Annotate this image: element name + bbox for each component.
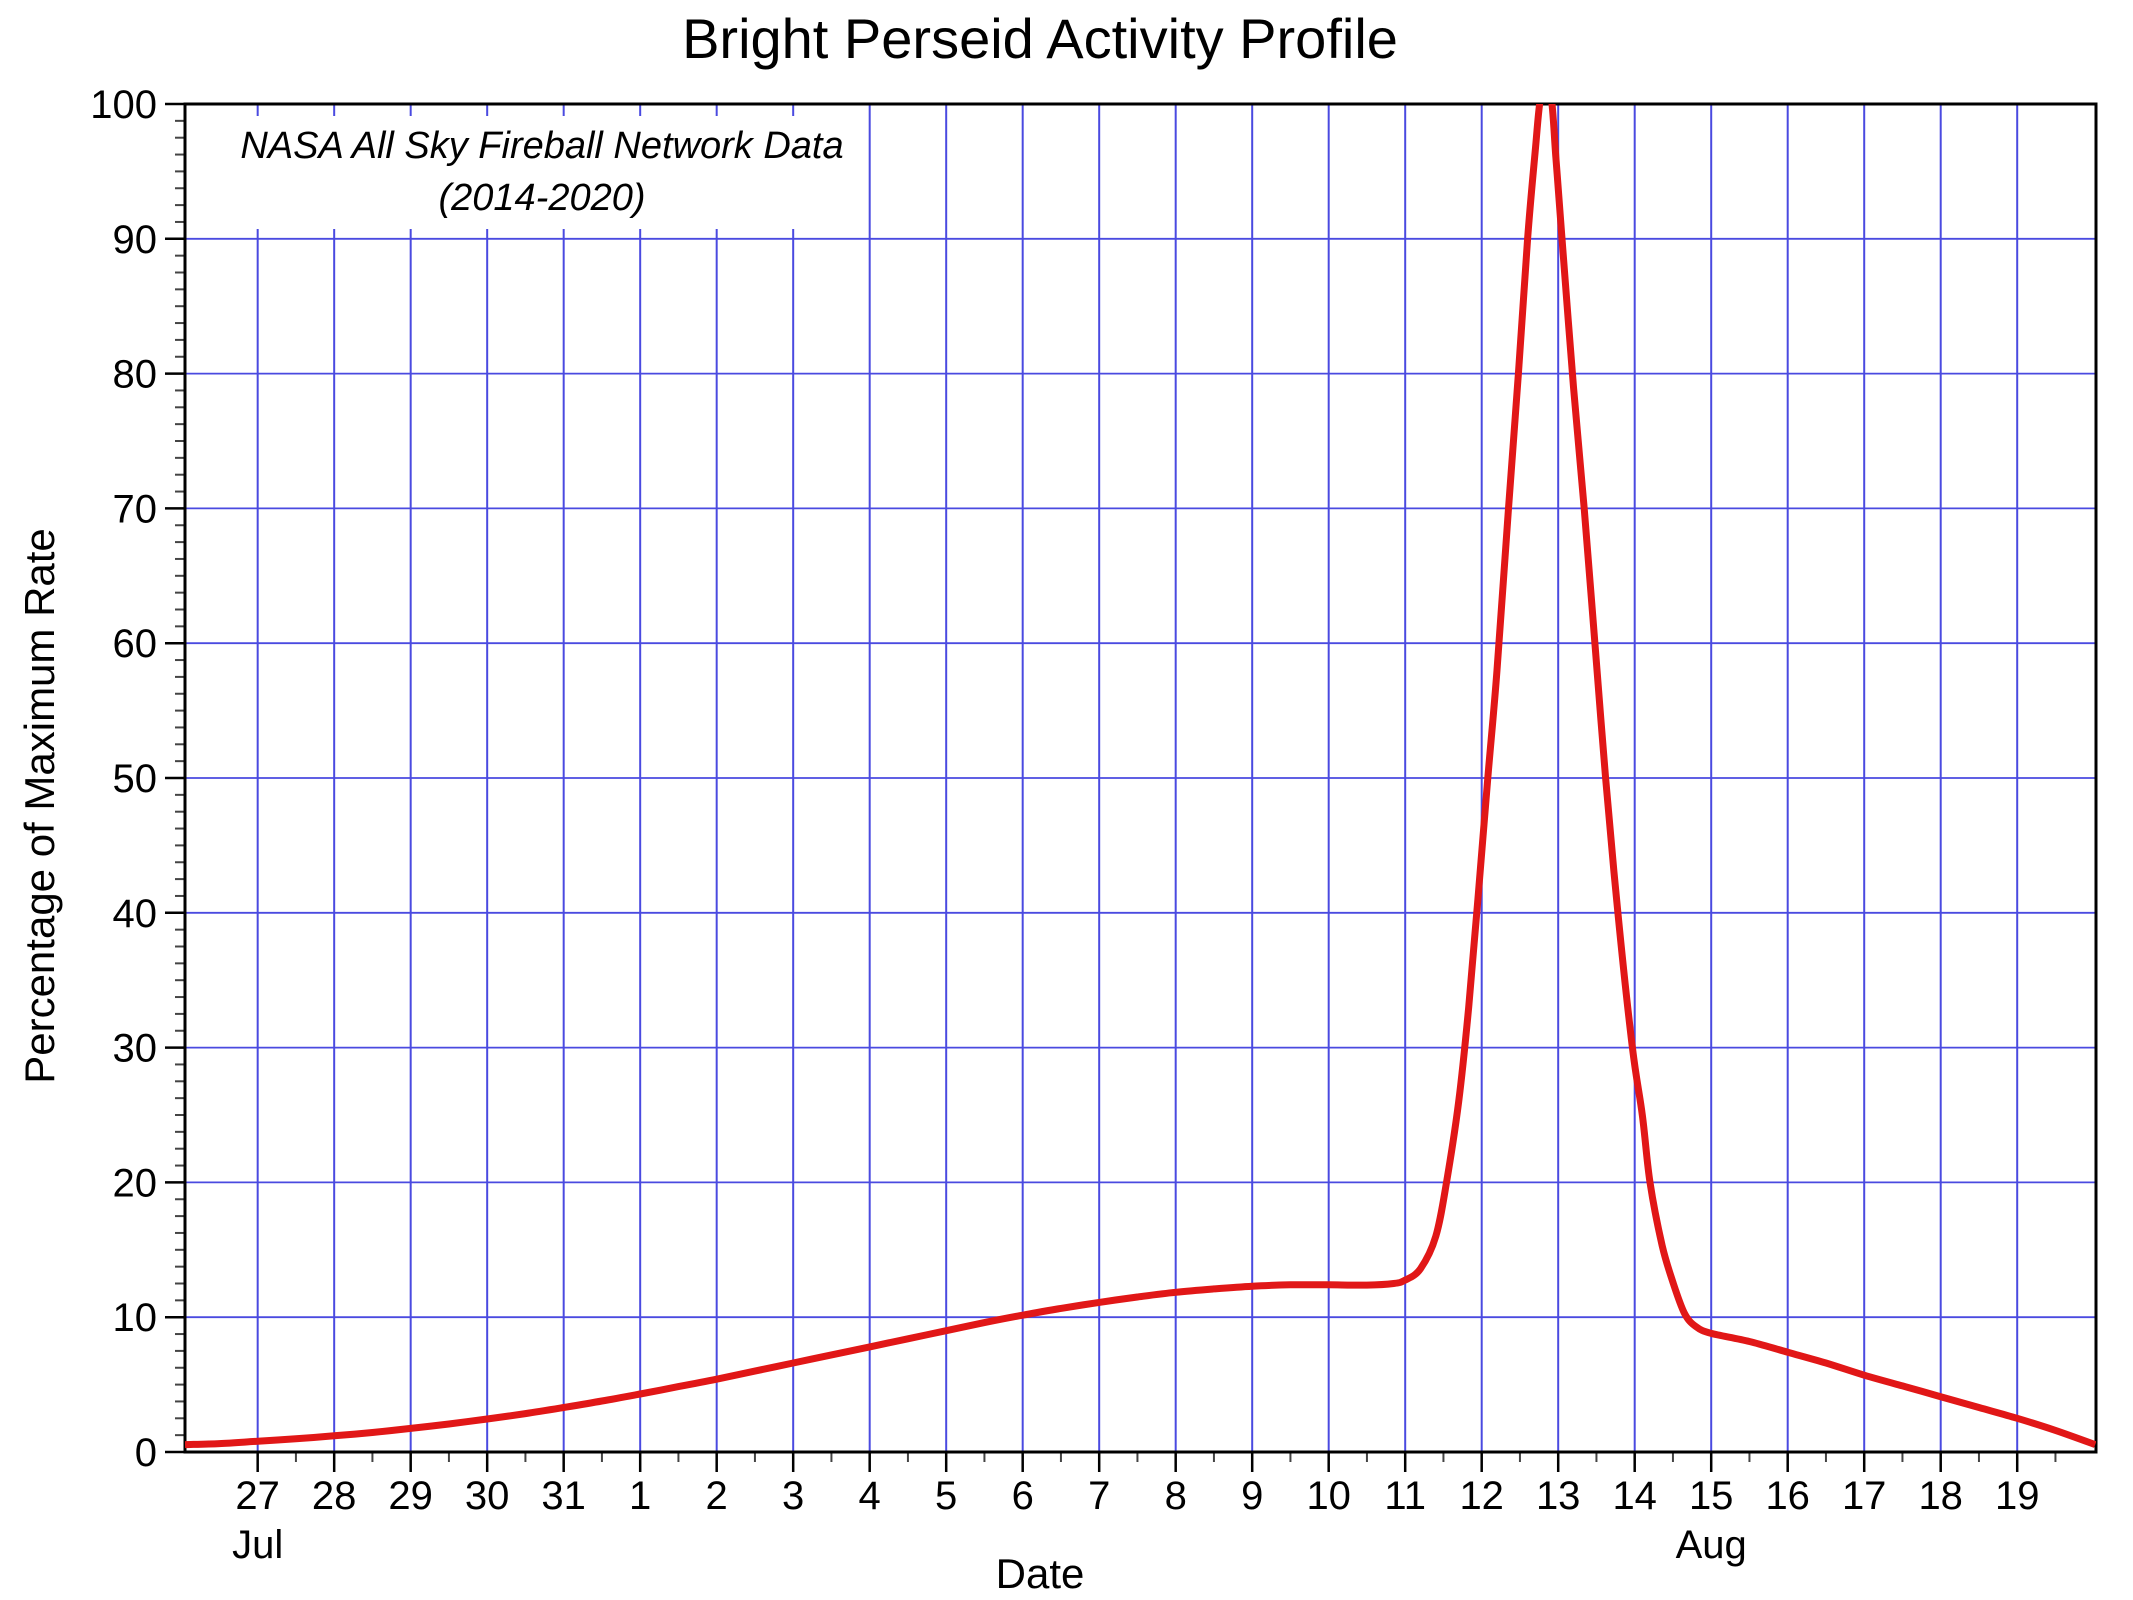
x-tick-label: 18: [1918, 1474, 1963, 1518]
y-tick-label: 40: [113, 892, 158, 936]
y-tick-label: 60: [113, 622, 158, 666]
y-tick-label: 70: [113, 487, 158, 531]
x-axis-title: Date: [995, 1550, 1085, 1597]
annotation-line-2: (2014-2020): [438, 177, 646, 220]
annotation-line-1: NASA All Sky Fireball Network Data: [240, 125, 844, 167]
month-label: Jul: [232, 1523, 283, 1567]
x-tick-label: 29: [388, 1474, 433, 1518]
x-tick-label: 10: [1306, 1474, 1351, 1518]
x-tick-label: 30: [465, 1474, 510, 1518]
x-tick-label: 6: [1012, 1474, 1034, 1518]
y-tick-label: 10: [113, 1296, 158, 1340]
x-tick-label: 19: [1995, 1474, 2040, 1518]
x-tick-label: 14: [1612, 1474, 1657, 1518]
y-tick-label: 0: [135, 1431, 157, 1475]
y-tick-label: 30: [113, 1027, 158, 1071]
x-tick-label: 7: [1088, 1474, 1110, 1518]
chart-title: Bright Perseid Activity Profile: [682, 7, 1398, 70]
x-tick-label: 9: [1241, 1474, 1263, 1518]
plot-frame: [183, 102, 2098, 1454]
x-tick-label: 13: [1536, 1474, 1581, 1518]
axis-ticks: 27 28 29 30 31 1 2 3 4 5 6 7 8 9 10 11 12 13 14 15 16 17 18 190…: [90, 83, 2057, 1567]
y-tick-label: 20: [113, 1161, 158, 1205]
x-tick-label: 31: [541, 1474, 586, 1518]
month-label: Aug: [1676, 1523, 1747, 1567]
x-tick-label: 12: [1459, 1474, 1504, 1518]
x-tick-label: 1: [629, 1474, 651, 1518]
x-tick-label: 4: [859, 1474, 881, 1518]
activity-curve: [185, 104, 2096, 1449]
x-tick-label: 2: [706, 1474, 728, 1518]
y-tick-label: 90: [113, 218, 158, 262]
y-tick-label: 80: [113, 353, 158, 397]
data-source-annotation: NASA All Sky Fireball Network Data (2014…: [224, 116, 860, 229]
y-axis-title: Percentage of Maximum Rate: [16, 528, 63, 1084]
x-tick-label: 16: [1765, 1474, 1810, 1518]
gridlines: [185, 104, 2096, 1452]
x-tick-label: 3: [782, 1474, 804, 1518]
x-tick-label: 15: [1689, 1474, 1734, 1518]
y-tick-label: 50: [113, 757, 158, 801]
x-tick-label: 27: [235, 1474, 280, 1518]
x-tick-label: 5: [935, 1474, 957, 1518]
x-tick-label: 28: [312, 1474, 357, 1518]
x-tick-label: 17: [1842, 1474, 1887, 1518]
x-tick-label: 8: [1165, 1474, 1187, 1518]
y-tick-label: 100: [90, 83, 157, 127]
x-tick-label: 11: [1384, 1474, 1426, 1518]
